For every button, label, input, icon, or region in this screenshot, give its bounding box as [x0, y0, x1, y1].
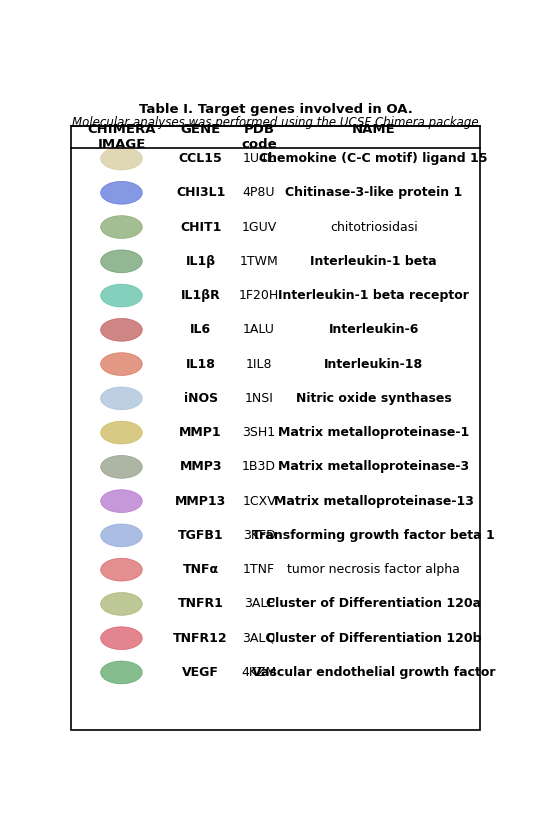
- Text: MMP13: MMP13: [175, 494, 226, 508]
- Text: Table I. Target genes involved in OA.: Table I. Target genes involved in OA.: [139, 103, 413, 116]
- Ellipse shape: [101, 421, 142, 444]
- Ellipse shape: [101, 524, 142, 547]
- Text: 1TNF: 1TNF: [243, 563, 275, 576]
- Ellipse shape: [101, 284, 142, 307]
- Text: CCL15: CCL15: [179, 152, 223, 165]
- Text: 4P8U: 4P8U: [243, 186, 275, 199]
- Text: GENE: GENE: [181, 123, 221, 136]
- Text: TGFB1: TGFB1: [178, 529, 223, 542]
- Text: chitotriosidasi: chitotriosidasi: [330, 221, 417, 233]
- Ellipse shape: [101, 181, 142, 204]
- Text: Cluster of Differentiation 120b: Cluster of Differentiation 120b: [266, 632, 482, 644]
- Text: Transforming growth factor beta 1: Transforming growth factor beta 1: [252, 529, 495, 542]
- Text: VEGF: VEGF: [182, 666, 219, 679]
- Text: 3ALP: 3ALP: [244, 597, 274, 611]
- Ellipse shape: [101, 627, 142, 649]
- Ellipse shape: [101, 387, 142, 410]
- Text: CHIMERA
IMAGE: CHIMERA IMAGE: [87, 123, 155, 151]
- Ellipse shape: [101, 489, 142, 513]
- Text: IL1β: IL1β: [186, 255, 216, 268]
- Text: 1B3D: 1B3D: [242, 461, 276, 473]
- Text: 1GUV: 1GUV: [242, 221, 277, 233]
- Text: 3SH1: 3SH1: [243, 426, 275, 439]
- Text: Molecular analyses was performed using the UCSF Chimera package: Molecular analyses was performed using t…: [73, 116, 479, 129]
- Text: 4KZM: 4KZM: [242, 666, 277, 679]
- Text: MMP3: MMP3: [180, 461, 222, 473]
- Text: IL18: IL18: [186, 358, 216, 371]
- Ellipse shape: [101, 147, 142, 170]
- Text: Matrix metalloproteinase-3: Matrix metalloproteinase-3: [278, 461, 469, 473]
- Ellipse shape: [101, 592, 142, 616]
- Text: Chitinase-3-like protein 1: Chitinase-3-like protein 1: [285, 186, 462, 199]
- Text: 1TWM: 1TWM: [239, 255, 279, 268]
- Text: CHIT1: CHIT1: [180, 221, 221, 233]
- Text: 1NSI: 1NSI: [245, 392, 273, 405]
- Text: Matrix metalloproteinase-13: Matrix metalloproteinase-13: [274, 494, 473, 508]
- Text: Chemokine (C-C motif) ligand 15: Chemokine (C-C motif) ligand 15: [259, 152, 488, 165]
- Ellipse shape: [101, 250, 142, 273]
- Text: Interleukin-1 beta receptor: Interleukin-1 beta receptor: [278, 289, 469, 302]
- Text: 1ALU: 1ALU: [243, 323, 275, 336]
- Ellipse shape: [101, 216, 142, 238]
- Text: PDB
code: PDB code: [241, 123, 277, 151]
- Text: IL6: IL6: [190, 323, 211, 336]
- Text: Interleukin-18: Interleukin-18: [324, 358, 423, 371]
- Text: IL1βR: IL1βR: [181, 289, 221, 302]
- Text: TNFR1: TNFR1: [178, 597, 224, 611]
- Text: 3ALQ: 3ALQ: [243, 632, 275, 644]
- Text: TNFα: TNFα: [182, 563, 219, 576]
- Text: Nitric oxide synthases: Nitric oxide synthases: [296, 392, 451, 405]
- Text: MMP1: MMP1: [179, 426, 222, 439]
- Text: NAME: NAME: [352, 123, 395, 136]
- Text: iNOS: iNOS: [183, 392, 218, 405]
- Text: CHI3L1: CHI3L1: [176, 186, 225, 199]
- Text: Interleukin-6: Interleukin-6: [329, 323, 419, 336]
- Text: Vascular endothelial growth factor: Vascular endothelial growth factor: [252, 666, 495, 679]
- Text: 1IL8: 1IL8: [246, 358, 272, 371]
- Ellipse shape: [101, 558, 142, 581]
- Text: 1U4L: 1U4L: [243, 152, 275, 165]
- Ellipse shape: [101, 318, 142, 341]
- Text: tumor necrosis factor alpha: tumor necrosis factor alpha: [287, 563, 460, 576]
- Ellipse shape: [101, 456, 142, 478]
- Text: Interleukin-1 beta: Interleukin-1 beta: [310, 255, 437, 268]
- Text: 3KFD: 3KFD: [243, 529, 275, 542]
- Text: 1CXV: 1CXV: [242, 494, 276, 508]
- Text: Cluster of Differentiation 120a: Cluster of Differentiation 120a: [266, 597, 482, 611]
- Text: TNFR12: TNFR12: [173, 632, 228, 644]
- Ellipse shape: [101, 353, 142, 376]
- Ellipse shape: [101, 661, 142, 684]
- Text: Matrix metalloproteinase-1: Matrix metalloproteinase-1: [278, 426, 469, 439]
- Text: 1F20H: 1F20H: [239, 289, 279, 302]
